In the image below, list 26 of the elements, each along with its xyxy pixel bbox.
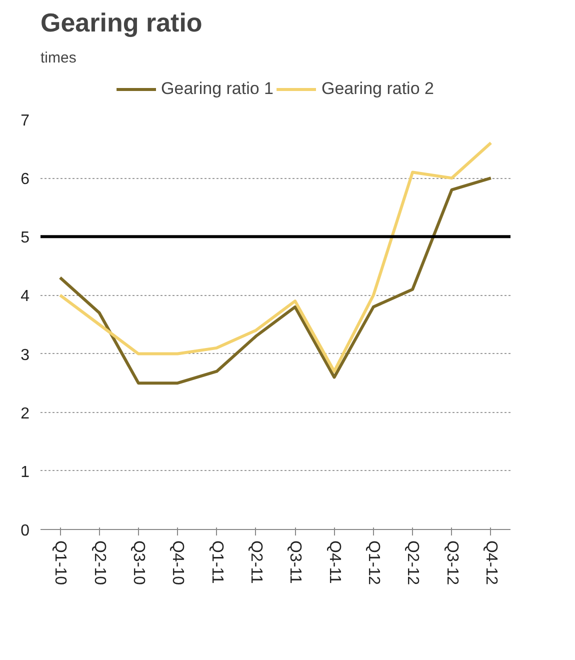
- x-tick-label: Q3-12: [443, 540, 460, 586]
- y-tick-label: 7: [20, 112, 30, 130]
- x-tick-label: Q3-11: [286, 540, 304, 584]
- y-tick-label: 4: [20, 288, 30, 306]
- line-series: [58, 176, 492, 385]
- chart-subtitle: times: [40, 50, 76, 66]
- x-tick-label: Q1-11: [208, 540, 226, 584]
- y-tick-label: 1: [20, 464, 30, 481]
- x-tick-label: Q2-12: [404, 540, 422, 586]
- y-tick-label: 2: [20, 405, 30, 422]
- y-tick-label: 3: [20, 346, 30, 364]
- legend-label: Gearing ratio 1: [161, 79, 274, 99]
- x-tick-label: Q3-10: [130, 540, 147, 586]
- x-tick-label: Q4-12: [482, 540, 500, 586]
- x-tick-label: Q2-10: [90, 540, 108, 586]
- x-tick-label: Q1-12: [364, 540, 382, 586]
- y-tick-label: 5: [20, 230, 30, 247]
- x-tick-label: Q2-11: [247, 540, 264, 584]
- line-series: [58, 141, 492, 373]
- legend-label: Gearing ratio 2: [322, 79, 434, 99]
- x-tick-label: Q4-10: [169, 540, 186, 586]
- y-tick-label: 6: [20, 171, 30, 188]
- x-tick-label: Q4-11: [326, 540, 343, 584]
- y-tick-label: 0: [20, 522, 30, 540]
- chart-title: Gearing ratio: [40, 8, 202, 38]
- x-tick-label: Q1-10: [52, 540, 69, 586]
